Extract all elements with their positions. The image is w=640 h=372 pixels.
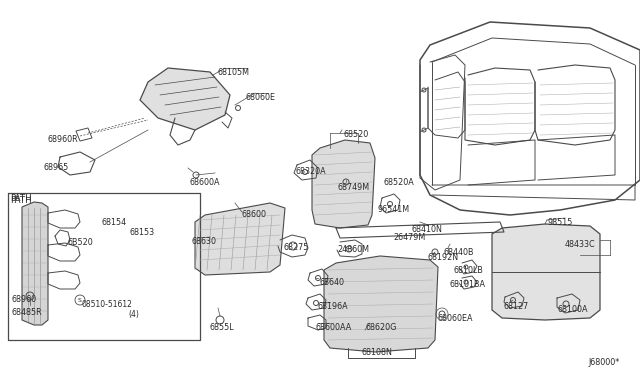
Text: 68192N: 68192N bbox=[428, 253, 459, 262]
Text: 6810LB: 6810LB bbox=[453, 266, 483, 275]
Text: PATH: PATH bbox=[10, 194, 31, 203]
Text: 68600: 68600 bbox=[241, 210, 266, 219]
Text: 68640: 68640 bbox=[320, 278, 345, 287]
Polygon shape bbox=[492, 224, 600, 320]
Text: 68100A: 68100A bbox=[558, 305, 589, 314]
Text: 68965: 68965 bbox=[43, 163, 68, 172]
Text: 68410N: 68410N bbox=[411, 225, 442, 234]
Text: 68960R: 68960R bbox=[47, 135, 77, 144]
Polygon shape bbox=[22, 202, 48, 325]
Text: 6855L: 6855L bbox=[210, 323, 235, 332]
Text: 68960: 68960 bbox=[12, 295, 37, 304]
Text: 68620G: 68620G bbox=[365, 323, 396, 332]
Text: 08510-51612: 08510-51612 bbox=[82, 300, 133, 309]
Text: 68275: 68275 bbox=[284, 243, 309, 252]
Polygon shape bbox=[312, 140, 375, 228]
Text: (4): (4) bbox=[128, 310, 139, 319]
Text: PATH: PATH bbox=[10, 196, 31, 205]
Text: 68153: 68153 bbox=[130, 228, 155, 237]
Text: 68127: 68127 bbox=[504, 302, 529, 311]
Text: 68485R: 68485R bbox=[12, 308, 43, 317]
Text: 68600A: 68600A bbox=[189, 178, 220, 187]
Polygon shape bbox=[324, 256, 438, 352]
Text: S: S bbox=[78, 298, 82, 302]
Text: 6B520: 6B520 bbox=[68, 238, 93, 247]
Text: 68105M: 68105M bbox=[218, 68, 250, 77]
Text: 26479M: 26479M bbox=[393, 233, 425, 242]
Polygon shape bbox=[140, 68, 230, 130]
Text: 48433C: 48433C bbox=[565, 240, 596, 249]
Text: 98515: 98515 bbox=[548, 218, 573, 227]
Text: 68520: 68520 bbox=[343, 130, 368, 139]
Text: J68000*: J68000* bbox=[589, 358, 620, 367]
Text: 68154: 68154 bbox=[101, 218, 126, 227]
Text: 24860M: 24860M bbox=[337, 245, 369, 254]
Text: 68108N: 68108N bbox=[362, 348, 393, 357]
Text: 68440B: 68440B bbox=[444, 248, 474, 257]
Text: 68320A: 68320A bbox=[296, 167, 326, 176]
Text: 68600AA: 68600AA bbox=[316, 323, 352, 332]
Text: 68630: 68630 bbox=[192, 237, 217, 246]
Polygon shape bbox=[420, 22, 640, 215]
Polygon shape bbox=[76, 128, 92, 141]
Polygon shape bbox=[195, 203, 285, 275]
Text: 68749M: 68749M bbox=[338, 183, 370, 192]
Text: 68101BA: 68101BA bbox=[449, 280, 485, 289]
Text: 68520A: 68520A bbox=[383, 178, 413, 187]
Text: 96541M: 96541M bbox=[378, 205, 410, 214]
Text: 68060E: 68060E bbox=[246, 93, 276, 102]
Text: 68060EA: 68060EA bbox=[437, 314, 472, 323]
Text: 68196A: 68196A bbox=[318, 302, 349, 311]
